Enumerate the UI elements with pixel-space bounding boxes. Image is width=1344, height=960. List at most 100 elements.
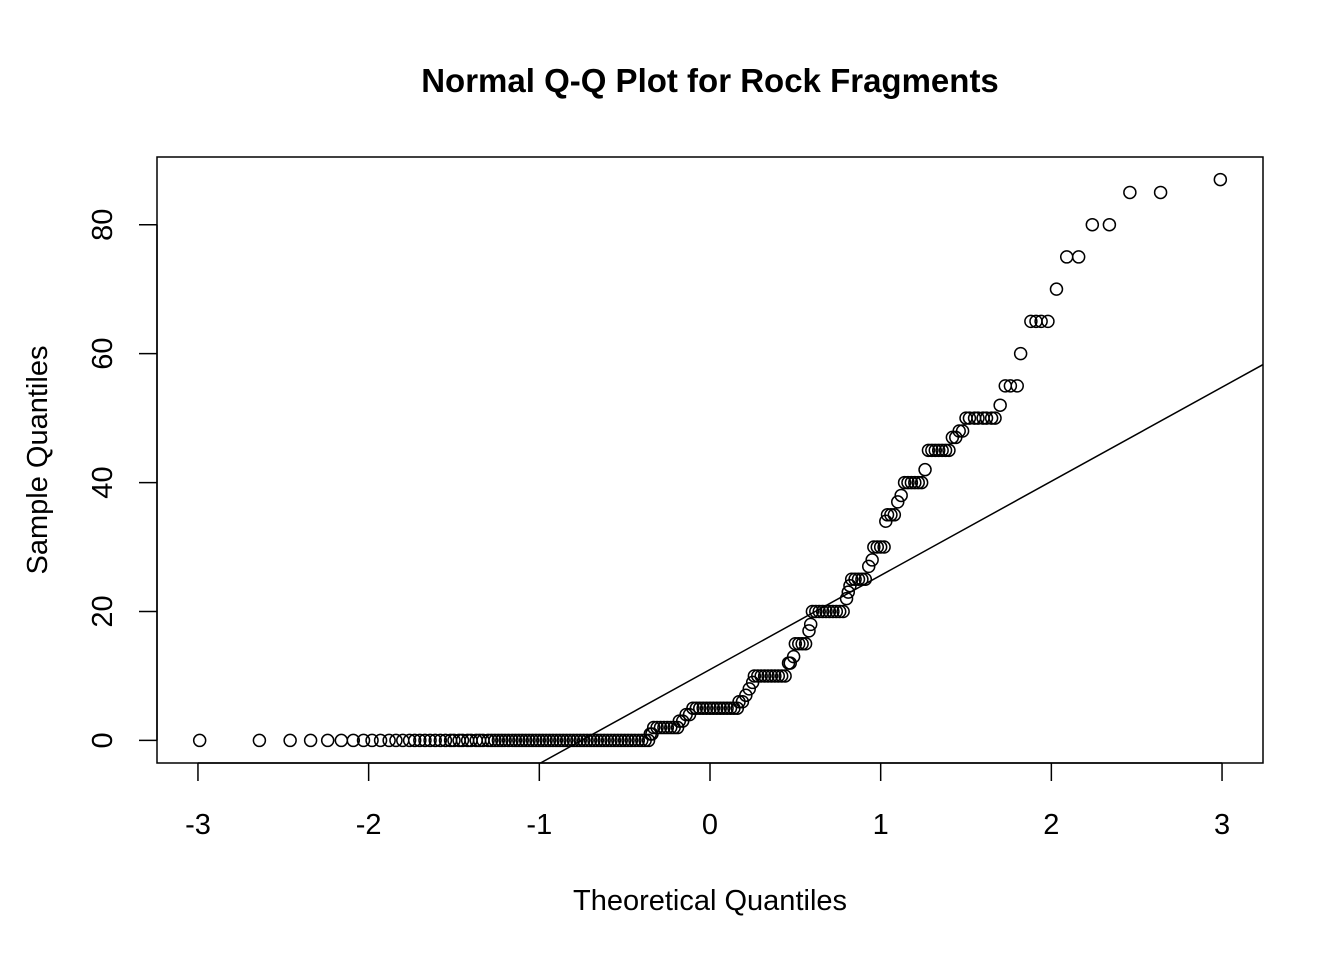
data-point [829, 604, 844, 619]
data-point [703, 701, 717, 715]
data-point [597, 733, 611, 748]
data-point [346, 733, 361, 748]
data-point [657, 720, 671, 735]
data-point [904, 475, 919, 490]
data-point [402, 733, 417, 748]
x-tick-label: -3 [185, 809, 211, 841]
data-point [455, 733, 470, 748]
data-point [447, 733, 461, 748]
data-point [802, 624, 816, 638]
data-point [938, 443, 953, 458]
data-point [484, 733, 499, 748]
data-point [529, 733, 543, 748]
data-point [614, 733, 628, 748]
data-point [761, 669, 775, 683]
data-point [1013, 346, 1028, 361]
data-point [542, 733, 557, 748]
data-point [839, 591, 854, 606]
data-point [634, 733, 649, 748]
data-point [786, 649, 801, 664]
reference-line-layer [538, 363, 1263, 763]
y-tick-label: 20 [87, 595, 119, 627]
data-point [921, 443, 936, 458]
data-point [1059, 250, 1074, 264]
data-point [739, 688, 753, 703]
data-point [710, 701, 724, 715]
x-axis: -3 -2 -1 0 1 2 3 [185, 762, 1230, 841]
data-point [805, 604, 820, 619]
data-point [935, 443, 949, 458]
data-point [768, 669, 782, 683]
data-point [865, 553, 879, 567]
data-point [407, 733, 422, 748]
x-axis-label: Theoretical Quantiles [573, 885, 847, 917]
data-point [696, 701, 710, 715]
data-point [901, 475, 915, 490]
data-point [535, 733, 550, 748]
data-point [841, 585, 855, 599]
data-point [1041, 314, 1055, 329]
data-point [822, 604, 837, 619]
data-point [646, 720, 661, 735]
data-point [971, 411, 985, 425]
data-point [522, 733, 536, 748]
x-tick-label: 1 [873, 809, 889, 841]
data-point [908, 475, 922, 490]
data-point [1213, 172, 1228, 187]
data-point [553, 733, 567, 748]
data-point [481, 733, 495, 748]
data-point [764, 669, 779, 683]
data-point [788, 636, 803, 651]
data-point [1102, 217, 1117, 232]
data-point [812, 604, 826, 619]
data-point [880, 508, 895, 522]
points-layer [192, 172, 1228, 748]
data-point [877, 540, 891, 554]
data-point [501, 733, 516, 748]
data-point [556, 733, 570, 748]
data-point [373, 733, 388, 748]
data-point [686, 701, 700, 715]
data-point [689, 701, 704, 715]
data-point [873, 540, 888, 554]
data-point [631, 733, 646, 748]
data-point [713, 701, 727, 715]
data-point [798, 636, 813, 651]
data-point [720, 701, 734, 715]
data-point [611, 733, 625, 748]
y-tick-label: 60 [87, 337, 119, 369]
data-point [1024, 314, 1038, 329]
data-point [621, 733, 635, 748]
x-tick-label: 3 [1214, 809, 1230, 841]
x-tick-label: 0 [702, 809, 718, 841]
data-point [587, 733, 601, 748]
data-point [413, 733, 427, 748]
data-point [382, 733, 396, 748]
data-point [495, 733, 509, 748]
data-point [576, 733, 591, 748]
data-point [573, 733, 588, 748]
data-point [867, 540, 881, 554]
data-point [848, 572, 862, 587]
data-point [918, 462, 932, 477]
data-point [771, 669, 786, 683]
data-point [911, 475, 925, 490]
data-point [723, 701, 738, 715]
data-point [566, 733, 581, 748]
data-point [252, 733, 267, 748]
data-point [650, 720, 664, 735]
data-point [925, 443, 939, 458]
data-point [498, 733, 512, 748]
data-point [792, 636, 806, 651]
data-point [795, 636, 809, 651]
data-point [774, 669, 789, 683]
data-point [423, 733, 437, 748]
data-point [663, 720, 678, 735]
data-point [512, 733, 526, 748]
data-point [778, 669, 792, 683]
data-point [757, 669, 772, 683]
data-point [809, 604, 823, 619]
data-point [418, 733, 432, 748]
data-point [955, 424, 970, 438]
